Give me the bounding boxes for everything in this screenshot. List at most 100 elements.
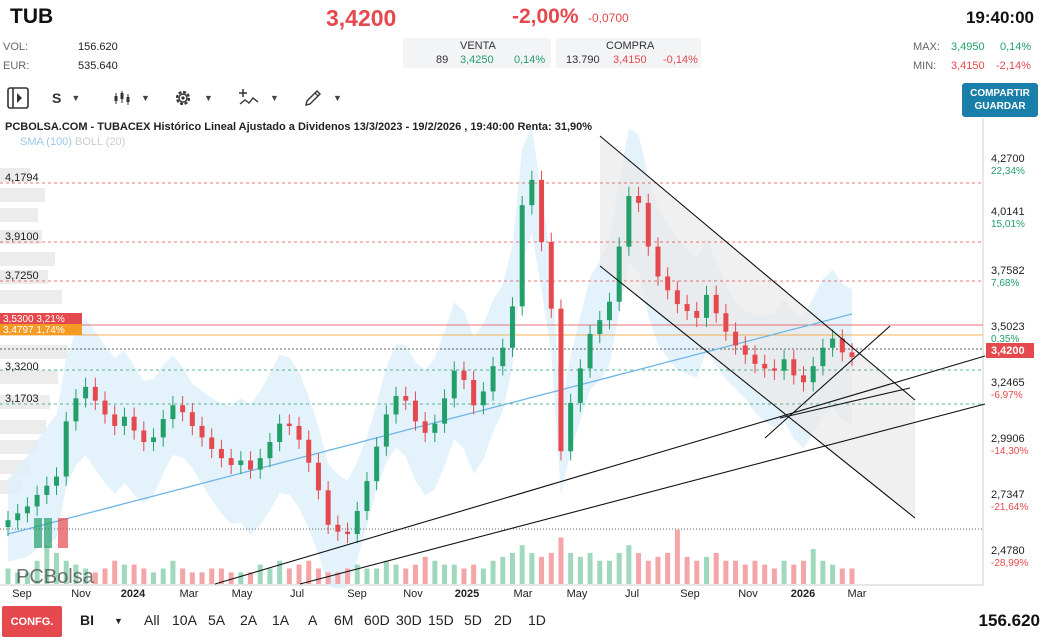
volume-bar <box>277 560 283 584</box>
candle <box>131 416 137 431</box>
current-price-tag-bg <box>986 343 1034 358</box>
x-axis-label: 2024 <box>121 588 146 600</box>
volume-bar <box>73 564 79 584</box>
compra-label: COMPRA <box>606 40 655 52</box>
candle <box>548 241 554 309</box>
range-button-a[interactable]: A <box>308 612 318 628</box>
candlestick-icon <box>114 91 130 105</box>
candle <box>83 386 89 399</box>
x-axis-label: Jul <box>625 588 639 600</box>
candle <box>519 205 525 307</box>
range-button-10a[interactable]: 10A <box>172 612 197 628</box>
candle <box>665 276 671 291</box>
candle <box>849 352 855 357</box>
right-axis-price: 3,5023 <box>991 321 1025 333</box>
range-button-5a[interactable]: 5A <box>208 612 226 628</box>
candle <box>800 375 806 383</box>
chevron-down-icon: ▼ <box>71 93 81 103</box>
volume-bar <box>781 560 787 584</box>
min-label: MIN: <box>913 60 937 72</box>
x-axis-label: Sep <box>12 588 32 600</box>
channel-shade <box>600 136 915 518</box>
candle <box>422 421 428 433</box>
indicators-selector[interactable]: ▼ <box>238 85 279 111</box>
chart-title: PCBOLSA.COM - TUBACEX Histórico Lineal A… <box>5 121 593 133</box>
candle <box>267 442 273 459</box>
eur-label: EUR: <box>3 60 30 72</box>
volume-bar <box>519 545 525 584</box>
volume-bar <box>616 553 622 584</box>
candle <box>248 460 254 470</box>
right-axis-pct: 7,68% <box>991 278 1019 289</box>
volume-bar <box>374 568 380 584</box>
share-save-button[interactable]: COMPARTIR GUARDAR <box>962 83 1038 117</box>
toggle-panel-button[interactable] <box>5 85 31 111</box>
range-button-1a[interactable]: 1A <box>272 612 290 628</box>
candle <box>733 331 739 346</box>
x-axis-label: May <box>567 588 588 600</box>
candle <box>383 414 389 447</box>
volume-bar <box>218 568 224 584</box>
chart-type-selector[interactable]: ▼ <box>113 85 150 111</box>
candle <box>63 421 69 477</box>
range-button-1d[interactable]: 1D <box>528 612 546 628</box>
candle <box>742 345 748 355</box>
right-axis-price: 2,7347 <box>991 489 1025 501</box>
compra-price: 3,4150 <box>613 54 647 66</box>
volume-bar <box>849 568 855 584</box>
boll-legend[interactable]: BOLL (20) <box>75 136 126 148</box>
volume-bar <box>830 564 836 584</box>
volume-bar <box>645 560 651 584</box>
range-button-all[interactable]: All <box>144 612 160 628</box>
range-button-2a[interactable]: 2A <box>240 612 258 628</box>
last-update-time: 19:40:00 <box>965 8 1034 27</box>
venta-qty: 89 <box>436 54 449 66</box>
volume-profile-bar <box>0 345 68 359</box>
candle <box>15 513 21 521</box>
range-button-60d[interactable]: 60D <box>364 612 390 628</box>
candle <box>810 366 816 383</box>
candle <box>5 520 11 528</box>
period-selector[interactable]: S ▼ <box>52 85 80 111</box>
left-level-label: 3,1703 <box>5 393 39 405</box>
candle <box>24 506 30 514</box>
volume-bar <box>131 564 137 584</box>
right-axis-pct: -6,97% <box>991 390 1023 401</box>
chevron-down-icon: ▼ <box>333 93 342 103</box>
range-button-15d[interactable]: 15D <box>428 612 454 628</box>
volume-bar <box>141 568 147 584</box>
candle <box>209 437 215 449</box>
candle <box>626 195 632 247</box>
chart-mode-selector[interactable]: BI <box>80 612 94 628</box>
max-label: MAX: <box>913 41 940 53</box>
volume-bar <box>529 553 535 584</box>
volume-bar <box>713 553 719 584</box>
chevron-down-icon[interactable]: ▼ <box>114 616 123 626</box>
range-button-6m[interactable]: 6M <box>334 612 354 628</box>
volume-profile-bar <box>0 395 50 409</box>
price-chart[interactable]: PCBolsa 4,2700 22,34% 4,0141 15,01% 3,7582 7,6… <box>0 118 1053 603</box>
volume-profile-bar <box>0 208 38 222</box>
right-axis-price: 3,2465 <box>991 377 1025 389</box>
drawing-tools-selector[interactable]: ▼ <box>303 85 342 111</box>
chart-toolbar: S ▼ ▼ ▼ ▼ ▼ <box>0 82 1053 114</box>
candle <box>34 494 40 507</box>
volume-bar <box>315 568 321 584</box>
left-level-label: 3,3200 <box>5 361 39 373</box>
range-button-2d[interactable]: 2D <box>494 612 512 628</box>
range-button-30d[interactable]: 30D <box>396 612 422 628</box>
min-value: 3,4150 <box>951 60 985 72</box>
volume-bar <box>92 572 98 584</box>
candle <box>306 439 312 463</box>
sma-legend[interactable]: SMA (100) <box>20 136 72 148</box>
watermark-bar <box>44 518 52 548</box>
settings-selector[interactable]: ▼ <box>172 85 213 111</box>
candle <box>771 368 777 371</box>
volume-bar <box>34 560 40 584</box>
x-axis-label: Sep <box>680 588 700 600</box>
volume-bar <box>296 564 302 584</box>
range-button-5d[interactable]: 5D <box>464 612 482 628</box>
config-button[interactable]: CONFG. <box>2 606 62 637</box>
candle <box>354 511 360 535</box>
candle <box>189 412 195 426</box>
